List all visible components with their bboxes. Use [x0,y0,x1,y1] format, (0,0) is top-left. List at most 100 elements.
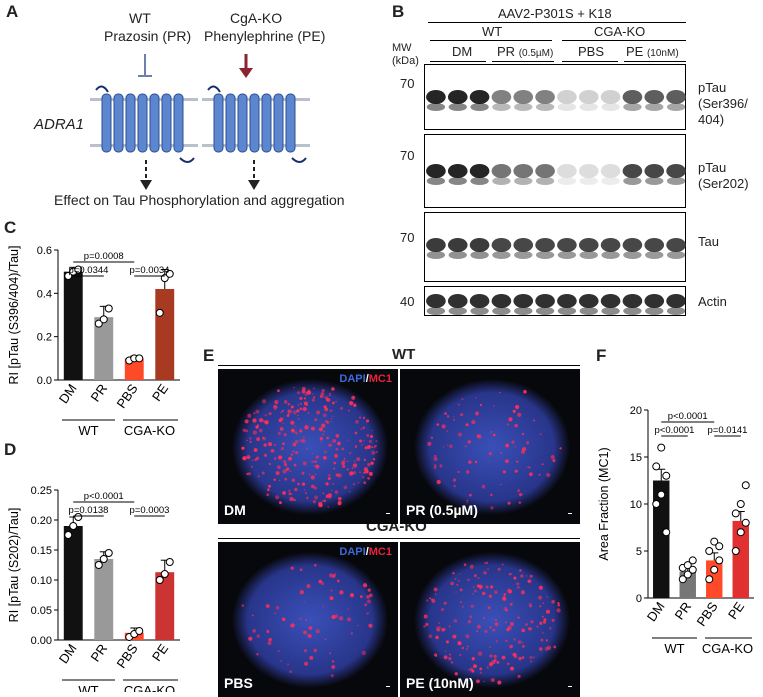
mc1-signal [252,418,257,423]
data-point [135,627,144,635]
mc1-signal [453,484,456,488]
mc1-signal [327,476,331,480]
mc1-signal [481,484,486,489]
mc1-signal [311,453,314,455]
mc1-signal [492,433,496,437]
mc1-signal [502,596,507,601]
mc1-signal [352,463,358,468]
mc1-signal [313,486,317,490]
mc1-signal [468,460,472,464]
mc1-signal [448,653,451,656]
mc1-signal [299,407,303,411]
mc1-signal [304,425,309,430]
mc1-signal [322,413,327,418]
mc1-signal [440,608,445,612]
mc1-signal [324,407,329,412]
mc1-signal [311,460,314,463]
mc1-signal [340,407,343,410]
panel-b-label: B [392,2,405,21]
mc1-signal [283,400,288,404]
mc1-signal [357,624,359,627]
mc1-signal [493,590,498,594]
pTau-202-bands [426,164,686,185]
group-label-wt: WT [664,641,684,656]
mc1-signal [315,464,320,469]
mc1-signal [366,434,370,437]
mc1-signal [509,602,513,606]
band [447,164,468,178]
mc1-signal [273,457,277,460]
mc1-signal [459,600,462,603]
p-value: p<0.0001 [655,425,695,436]
mc1-signal [275,606,280,610]
mc1-signal [283,433,287,437]
mc1-signal [330,674,334,678]
mc1-signal [362,476,364,478]
mc1-signal [280,447,285,451]
data-point [69,522,78,530]
data-point [165,558,174,566]
mc1-signal [249,440,253,444]
band [426,238,446,252]
mc1-signal [248,636,253,641]
mc1-signal [370,434,374,439]
mc1-signal [246,455,251,459]
mc1-signal [508,417,513,422]
p-value: p=0.0003 [130,505,170,516]
mc1-signal [297,417,300,420]
y-tick-label: 10 [630,499,642,511]
mc1-signal [528,627,532,631]
mc1-signal [454,578,457,580]
y-axis-label: RI [pTau (S202)/Tau] [7,508,21,623]
mc1-signal [521,641,524,644]
mc1-signal [277,650,280,653]
mc1-signal [459,653,462,656]
mc1-signal [425,622,429,627]
mc1-signal [485,561,489,565]
mc1-signal [339,590,344,595]
mc1-signal [514,404,520,410]
mc1-signal [549,627,552,630]
mc1-signal [527,579,532,584]
band [491,294,512,308]
data-point [652,462,661,471]
micrograph-label: PE (10nM) [406,675,474,691]
mc1-signal [267,488,270,491]
mc1-signal [307,411,310,415]
mc1-signal [338,616,344,621]
mc1-signal [293,386,295,389]
y-tick-label: 15 [630,452,642,464]
mc1-signal [521,656,525,659]
mc1-signal [281,617,286,622]
mc1-signal [423,625,426,628]
mc1-signal [288,489,291,493]
mc1-signal [349,401,354,406]
mc1-signal [369,593,373,598]
mc1-signal [494,618,498,621]
mc1-signal [284,477,288,481]
mc1-signal [522,645,525,648]
data-point [736,528,745,537]
data-point [94,319,103,328]
data-point [731,509,740,518]
band-lower [557,307,577,315]
band-lower [535,251,555,259]
mc1-signal [496,660,500,664]
band-lower [426,251,446,259]
blot-header: AAV2-P301S + K18 [498,6,612,21]
mc1-signal [297,482,300,486]
mc1-signal [306,390,312,395]
mc1-signal [335,473,339,477]
mc1-signal [332,439,337,443]
mc1-signal [434,464,437,467]
band-lower [645,177,664,185]
mc1-signal [367,476,370,480]
mc1-signal [482,616,485,619]
band-lower [623,307,642,315]
mc1-signal [314,495,319,500]
band [622,294,643,308]
mc1-signal [242,456,247,461]
mc1-signal [364,446,368,450]
mc1-signal [450,581,454,586]
band-lower [535,307,555,315]
